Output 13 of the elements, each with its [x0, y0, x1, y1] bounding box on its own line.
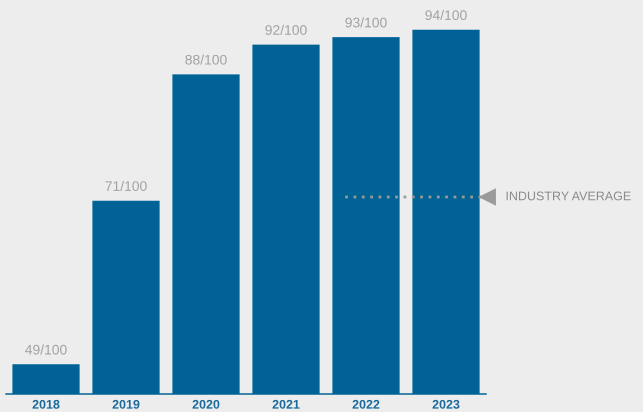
data-label: 88/100	[185, 54, 227, 65]
x-tick-label: 2021	[272, 400, 300, 409]
data-label: 71/100	[105, 180, 147, 192]
data-label: 92/100	[265, 24, 307, 35]
x-tick-label: 2023	[432, 400, 460, 409]
x-tick-label: 2020	[192, 400, 220, 409]
ref-line-label: INDUSTRY AVERAGE	[506, 192, 631, 200]
data-label: 49/100	[25, 344, 67, 355]
data-label: 94/100	[425, 10, 467, 20]
data-label: 93/100	[345, 17, 387, 28]
x-tick-label: 2019	[112, 400, 140, 409]
x-tick-label: 2018	[32, 400, 60, 409]
x-tick-label: 2022	[352, 400, 380, 409]
